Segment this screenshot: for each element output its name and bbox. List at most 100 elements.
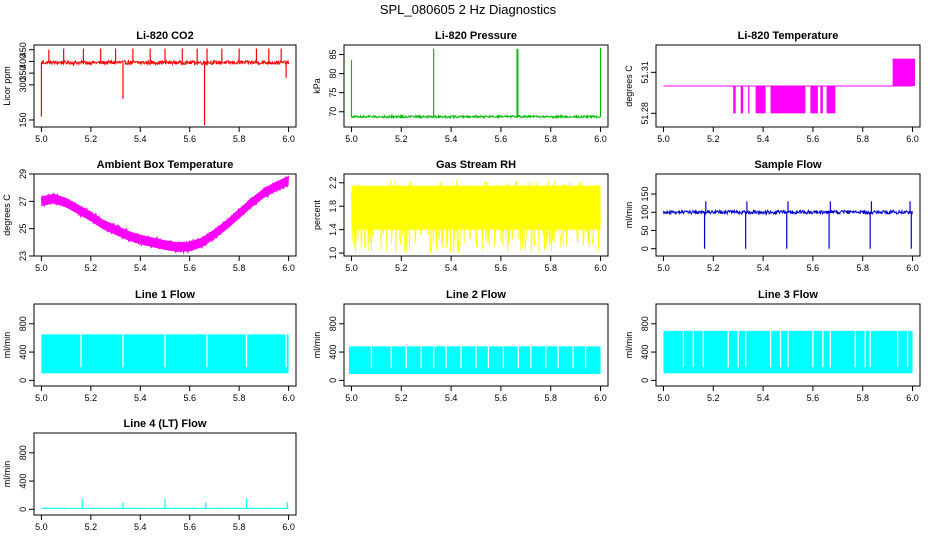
y-axis-label: Licor ppm bbox=[2, 66, 12, 106]
x-tick-label: 5.0 bbox=[35, 263, 48, 273]
x-tick-label: 6.0 bbox=[906, 393, 919, 403]
x-tick-label: 5.8 bbox=[544, 134, 557, 144]
y-axis-label: degrees C bbox=[2, 194, 12, 236]
series-marks bbox=[350, 47, 602, 120]
y-tick-label: 100 bbox=[640, 205, 650, 220]
y-tick-label: 400 bbox=[18, 345, 28, 360]
x-tick-label: 5.0 bbox=[345, 393, 358, 403]
x-tick-label: 5.8 bbox=[856, 393, 869, 403]
x-tick-label: 5.0 bbox=[657, 263, 670, 273]
low-level-block bbox=[810, 86, 818, 114]
y-axis-label: degrees C bbox=[624, 65, 634, 107]
panel-4: Ambient Box Temperature degrees C 5.0 5.2 5.… bbox=[2, 159, 297, 273]
y-tick-label: 80 bbox=[328, 69, 338, 79]
y-tick-label: 800 bbox=[18, 445, 28, 460]
x-tick-label: 5.2 bbox=[85, 393, 98, 403]
low-level-block bbox=[733, 86, 736, 114]
series-marks bbox=[663, 201, 913, 249]
panel-frame bbox=[655, 303, 921, 387]
x-tick-label: 5.4 bbox=[445, 393, 458, 403]
series-marks bbox=[351, 179, 601, 255]
y-axis-label: ml/min bbox=[624, 202, 634, 229]
x-tick-label: 5.4 bbox=[134, 522, 147, 532]
flow-block bbox=[348, 346, 601, 374]
panel-title: Li-820 Temperature bbox=[738, 30, 839, 42]
figure-title: SPL_080605 2 Hz Diagnostics bbox=[379, 2, 557, 17]
x-tick-label: 5.2 bbox=[707, 393, 720, 403]
x-tick-label: 5.2 bbox=[85, 134, 98, 144]
x-tick-label: 5.8 bbox=[856, 134, 869, 144]
series-marks bbox=[41, 498, 289, 510]
y-tick-label: 27 bbox=[18, 196, 28, 206]
y-tick-label: 0 bbox=[18, 378, 28, 383]
y-tick-label: 75 bbox=[328, 88, 338, 98]
temperature-trace bbox=[40, 175, 290, 255]
series-line bbox=[41, 507, 289, 510]
panel-frame bbox=[33, 303, 297, 387]
y-tick-label: 0 bbox=[640, 378, 650, 383]
x-tick-label: 5.6 bbox=[183, 263, 196, 273]
x-tick-label: 6.0 bbox=[594, 263, 607, 273]
series-marks bbox=[40, 48, 290, 126]
panel-3: Li-820 Temperature degrees C 5.0 5.2 5.4 5.6 5… bbox=[624, 30, 921, 144]
x-tick-label: 5.4 bbox=[445, 263, 458, 273]
x-tick-label: 5.6 bbox=[807, 263, 820, 273]
y-tick-label: 400 bbox=[640, 345, 650, 360]
y-axis-label: ml/min bbox=[2, 332, 12, 359]
x-tick-label: 5.6 bbox=[183, 134, 196, 144]
x-tick-label: 5.6 bbox=[807, 134, 820, 144]
x-tick-label: 5.4 bbox=[445, 134, 458, 144]
x-tick-label: 5.0 bbox=[35, 393, 48, 403]
panel-frame bbox=[343, 303, 609, 387]
panel-1: Li-820 CO2 Licor ppm 5.0 5.2 5.4 5.6 5.8 6.0 150… bbox=[2, 30, 297, 144]
panel-frame bbox=[33, 173, 297, 257]
series-marks bbox=[663, 58, 916, 114]
panel-frame bbox=[33, 432, 297, 516]
y-axis-label: ml/min bbox=[624, 332, 634, 359]
y-tick-label: 300 bbox=[18, 77, 28, 92]
series-marks bbox=[41, 333, 289, 374]
y-axis-label: percent bbox=[312, 199, 322, 230]
series-marks bbox=[40, 175, 290, 255]
x-tick-label: 5.8 bbox=[233, 134, 246, 144]
x-tick-label: 5.6 bbox=[495, 393, 508, 403]
panel-5: Gas Stream RH percent 5.0 5.2 5.4 5.6 5.8 6.0 1.… bbox=[312, 159, 609, 273]
panel-2: Li-820 Pressure kPa 5.0 5.2 5.4 5.6 5.8 6.0 70 75… bbox=[312, 30, 609, 144]
panel-frame bbox=[33, 44, 297, 128]
panel-title: Line 2 Flow bbox=[446, 289, 506, 301]
y-tick-label: 800 bbox=[328, 316, 338, 331]
x-tick-label: 6.0 bbox=[282, 393, 295, 403]
x-tick-label: 5.2 bbox=[395, 393, 408, 403]
low-level-block bbox=[755, 86, 766, 114]
panel-title: Ambient Box Temperature bbox=[97, 159, 234, 171]
y-tick-label: 85 bbox=[328, 50, 338, 60]
y-tick-label: 400 bbox=[18, 474, 28, 489]
series-marks bbox=[348, 345, 601, 374]
y-tick-label: 51.28 bbox=[640, 102, 650, 125]
x-tick-label: 5.2 bbox=[707, 134, 720, 144]
y-tick-label: 350 bbox=[18, 66, 28, 81]
panel-title: Gas Stream RH bbox=[436, 159, 516, 171]
x-tick-label: 5.6 bbox=[495, 263, 508, 273]
x-tick-label: 6.0 bbox=[594, 134, 607, 144]
x-tick-label: 5.2 bbox=[395, 263, 408, 273]
y-tick-label: 1.4 bbox=[328, 223, 338, 236]
low-level-block bbox=[748, 86, 750, 114]
x-tick-label: 5.2 bbox=[85, 522, 98, 532]
y-tick-label: 29 bbox=[18, 169, 28, 179]
x-tick-label: 5.6 bbox=[807, 393, 820, 403]
y-tick-label: 1.8 bbox=[328, 200, 338, 213]
panel-frame bbox=[343, 44, 609, 128]
x-tick-label: 5.2 bbox=[707, 263, 720, 273]
x-tick-label: 5.0 bbox=[345, 263, 358, 273]
y-axis-label: ml/min bbox=[2, 461, 12, 488]
panel-10: Line 4 (LT) Flow ml/min 5.0 5.2 5.4 5.6 5.8 6.0… bbox=[2, 418, 297, 532]
x-tick-label: 5.8 bbox=[544, 393, 557, 403]
y-tick-label: 51.31 bbox=[640, 61, 650, 84]
panel-frame bbox=[343, 173, 609, 257]
y-tick-label: 150 bbox=[18, 112, 28, 127]
x-tick-label: 5.0 bbox=[35, 134, 48, 144]
high-level-block bbox=[892, 58, 916, 86]
panel-frame bbox=[655, 173, 921, 257]
